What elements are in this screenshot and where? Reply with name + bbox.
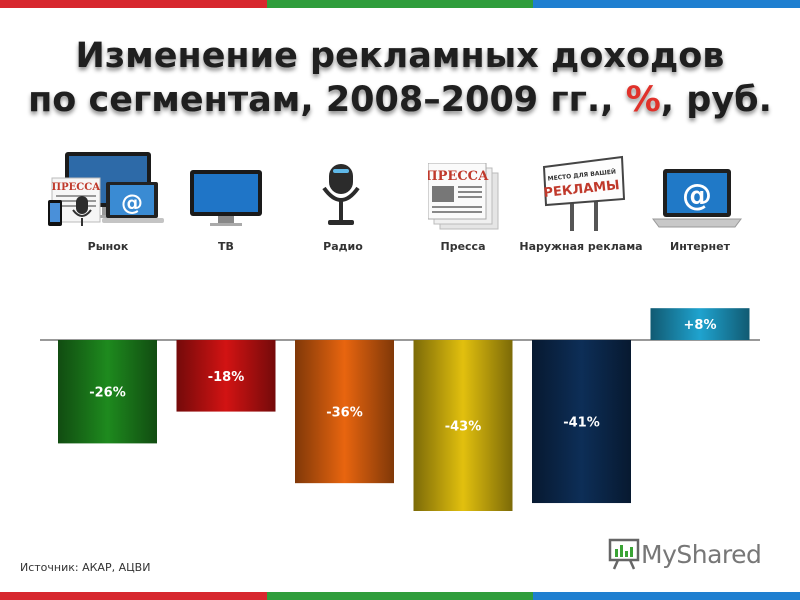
- news-line: [432, 206, 482, 208]
- news-line: [432, 211, 482, 213]
- bar-3: [413, 340, 513, 511]
- title-line-2: по сегментам, 2008–2009 гг., %, руб.: [0, 78, 800, 122]
- mic-pole: [339, 200, 343, 220]
- bar-value-label-1: -18%: [208, 370, 245, 385]
- bar-5: [650, 308, 750, 340]
- news-line: [458, 191, 482, 193]
- press-word: ПРЕССА: [52, 182, 102, 193]
- top-color-stripe: [0, 0, 800, 8]
- stripe-green: [266, 592, 534, 600]
- tv-stand: [218, 216, 234, 223]
- laptop-base: [102, 218, 164, 223]
- source-note: Источник: АКАР, АЦВИ: [20, 561, 151, 574]
- category-label-rynok: Рынок: [87, 240, 129, 253]
- mic-capsule: [329, 164, 353, 194]
- title-percent-highlight: %: [625, 80, 661, 120]
- at-sign: @: [682, 178, 712, 213]
- stripe-blue: [533, 0, 800, 8]
- tv-screen: [194, 174, 258, 212]
- stripe-red: [0, 0, 267, 8]
- bar-value-label-4: -41%: [563, 416, 600, 431]
- newspaper-title: ПРЕССА: [428, 169, 489, 184]
- laptop-screen: [110, 185, 154, 215]
- bar-value-label-3: -43%: [445, 420, 482, 435]
- watermark: MyShared: [607, 536, 762, 572]
- mic-head: [76, 196, 88, 214]
- billboard-icon: МЕСТО ДЛЯ ВАШЕЙ РЕКЛАМЫ: [542, 155, 626, 231]
- billboard-leg-right: [594, 199, 598, 231]
- stripe-green: [266, 0, 534, 8]
- newspaper-icon: ПРЕССА: [428, 163, 499, 230]
- billboard-board: [542, 155, 626, 207]
- mic-base: [328, 220, 354, 225]
- monitor-icon: [190, 170, 262, 226]
- category-label-outdoor: Наружная реклама: [519, 240, 643, 253]
- bar-0: [58, 340, 157, 444]
- news-line: [458, 196, 482, 198]
- devices-collage-icon: @ ПРЕССА: [48, 152, 164, 226]
- news-line: [458, 186, 482, 188]
- category-label-pressa: Пресса: [440, 240, 486, 253]
- news-line: [56, 200, 96, 202]
- mic-holder: [72, 209, 92, 217]
- at-sign: @: [121, 191, 143, 216]
- news-line: [56, 195, 96, 197]
- category-label-radio: Радио: [323, 240, 363, 253]
- bar-value-label-5: +8%: [684, 318, 717, 333]
- laptop-icon: @: [652, 169, 742, 228]
- watermark-text: MyShared: [641, 539, 762, 569]
- category-label-tv: ТВ: [218, 240, 234, 253]
- bar-1: [176, 340, 276, 412]
- laptop-display: [667, 173, 727, 213]
- newspaper-photo: [432, 186, 454, 202]
- bar-value-label-2: -36%: [326, 406, 363, 421]
- slide-title: Изменение рекламных доходов по сегментам…: [0, 34, 800, 122]
- tv-base: [210, 223, 242, 226]
- phone-screen: [50, 203, 60, 222]
- bar-chart: -26% -18% -36% -43% -41% +8%: [40, 308, 760, 511]
- stripe-blue: [533, 592, 800, 600]
- stripe-red: [0, 592, 267, 600]
- mic-grille-light: [333, 169, 349, 173]
- mic-stand: [81, 218, 83, 226]
- bar-value-label-0: -26%: [89, 386, 126, 401]
- laptop-base: [652, 218, 742, 228]
- bar-2: [295, 340, 394, 484]
- bar-4: [532, 340, 631, 504]
- billboard-leg-left: [570, 199, 574, 231]
- title-line-1: Изменение рекламных доходов: [75, 36, 725, 76]
- title-line-2-suffix: , руб.: [660, 80, 772, 120]
- microphone-icon: [322, 164, 360, 225]
- presentation-board-icon: [608, 538, 640, 570]
- title-line-2-prefix: по сегментам, 2008–2009 гг.,: [28, 80, 626, 120]
- category-label-internet: Интернет: [670, 240, 730, 253]
- bottom-color-stripe: [0, 592, 800, 600]
